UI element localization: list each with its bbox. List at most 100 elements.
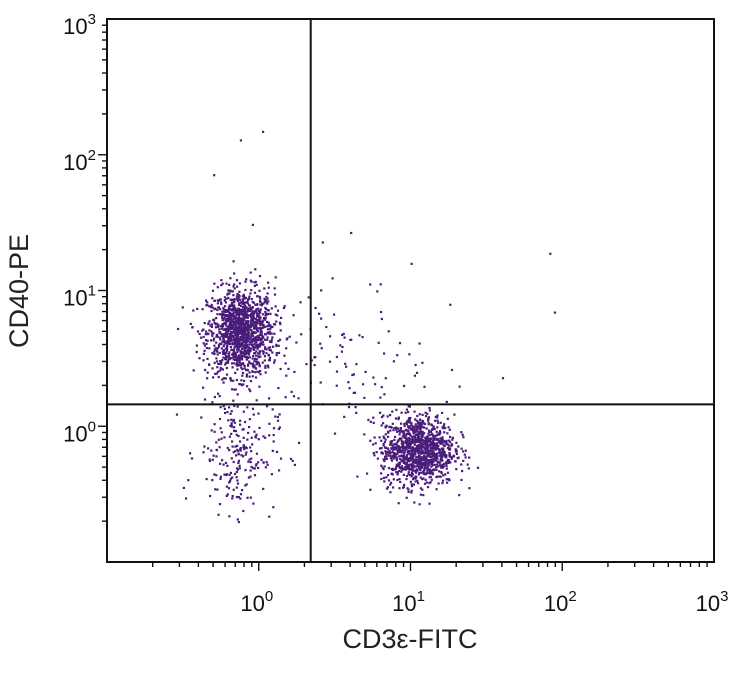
scatter-point <box>262 343 265 346</box>
scatter-point <box>211 367 214 370</box>
scatter-point <box>222 345 225 348</box>
scatter-point <box>248 338 251 341</box>
scatter-point <box>237 343 240 346</box>
scatter-point <box>236 482 240 485</box>
scatter-point <box>451 438 454 441</box>
scatter-point <box>240 310 243 313</box>
scatter-point <box>220 313 224 316</box>
scatter-point <box>437 441 440 444</box>
scatter-point <box>373 436 376 439</box>
scatter-point <box>263 359 266 362</box>
scatter-point <box>264 314 267 317</box>
scatter-point <box>258 318 261 321</box>
scatter-point <box>235 313 238 317</box>
scatter-point <box>460 463 463 466</box>
scatter-point <box>429 443 432 447</box>
scatter-point <box>435 476 438 479</box>
scatter-point <box>224 353 227 356</box>
scatter-point <box>215 455 218 458</box>
scatter-point <box>241 347 244 351</box>
scatter-point <box>241 368 244 371</box>
scatter-point <box>380 424 383 427</box>
scatter-point <box>233 421 236 424</box>
scatter-point <box>421 458 424 461</box>
scatter-point <box>422 458 425 461</box>
scatter-point <box>232 354 235 357</box>
scatter-point <box>249 340 252 343</box>
scatter-point <box>380 415 384 419</box>
scatter-point <box>260 321 263 324</box>
scatter-point <box>339 344 342 347</box>
scatter-point <box>437 444 440 448</box>
scatter-point <box>264 312 267 315</box>
scatter-point <box>442 450 445 453</box>
scatter-point <box>250 317 253 320</box>
scatter-point <box>225 361 228 364</box>
scatter-point <box>452 455 456 458</box>
scatter-point <box>448 440 452 444</box>
scatter-point <box>448 428 451 431</box>
scatter-point <box>404 458 407 461</box>
scatter-point <box>268 348 271 351</box>
scatter-point <box>248 324 252 327</box>
scatter-point <box>252 354 255 358</box>
scatter-point <box>255 328 258 331</box>
scatter-point <box>405 443 408 446</box>
scatter-point <box>250 450 253 453</box>
scatter-point <box>243 331 247 334</box>
scatter-point <box>403 384 406 388</box>
scatter-point <box>423 385 426 388</box>
scatter-point <box>444 461 448 464</box>
scatter-point <box>232 323 236 326</box>
scatter-point <box>201 308 204 311</box>
scatter-point <box>411 473 414 476</box>
scatter-point <box>421 423 424 426</box>
scatter-point <box>249 390 252 393</box>
scatter-point <box>419 440 422 443</box>
scatter-point <box>442 465 445 468</box>
scatter-point <box>260 333 263 337</box>
scatter-point <box>335 384 338 387</box>
scatter-point <box>401 460 404 463</box>
scatter-point <box>244 280 247 283</box>
scatter-point <box>383 465 386 468</box>
scatter-point <box>225 366 228 370</box>
scatter-point <box>249 475 252 478</box>
scatter-point <box>389 440 392 443</box>
scatter-point <box>435 468 438 471</box>
scatter-point <box>199 336 203 339</box>
scatter-point <box>226 293 229 296</box>
scatter-point <box>389 454 392 457</box>
scatter-point <box>401 446 405 449</box>
scatter-point <box>393 427 396 430</box>
scatter-point <box>333 313 336 316</box>
scatter-point <box>247 314 250 317</box>
scatter-point <box>228 341 231 344</box>
scatter-point <box>232 294 235 297</box>
scatter-point <box>216 302 219 305</box>
scatter-point <box>391 422 394 425</box>
scatter-point <box>405 465 408 468</box>
scatter-point <box>240 322 243 325</box>
scatter-point <box>408 405 411 408</box>
scatter-point <box>251 407 255 410</box>
scatter-point <box>237 450 240 453</box>
scatter-point <box>416 414 419 418</box>
scatter-point <box>341 345 344 349</box>
scatter-point <box>247 460 250 463</box>
scatter-point <box>253 467 256 470</box>
scatter-point <box>436 416 439 419</box>
scatter-point <box>231 290 234 293</box>
scatter-point <box>249 380 253 383</box>
scatter-point <box>250 289 253 292</box>
scatter-point <box>407 405 410 408</box>
scatter-point <box>455 452 458 455</box>
scatter-point <box>410 475 413 478</box>
scatter-point <box>387 479 391 482</box>
scatter-point <box>242 436 245 439</box>
scatter-point <box>254 367 257 370</box>
scatter-point <box>423 454 426 458</box>
scatter-point <box>445 464 448 467</box>
scatter-point <box>218 417 222 421</box>
scatter-point <box>549 252 552 255</box>
